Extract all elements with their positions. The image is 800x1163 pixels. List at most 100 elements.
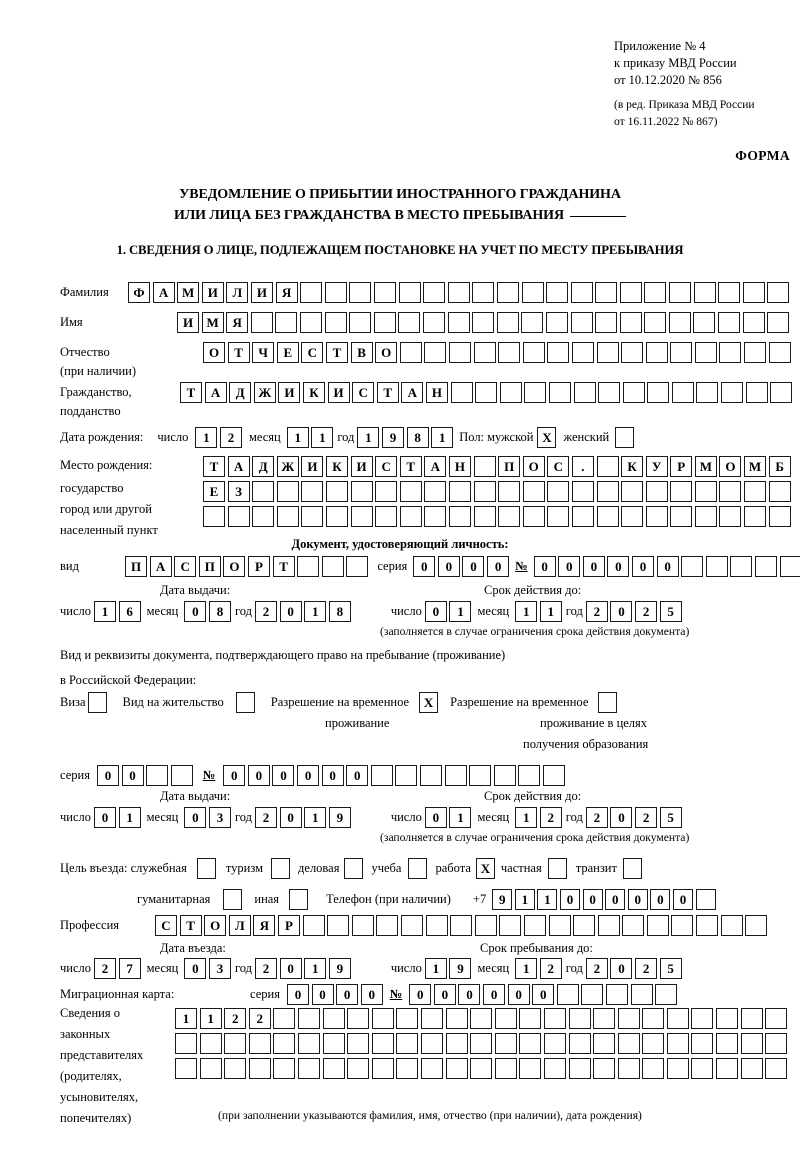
char-cell[interactable]: 1: [94, 601, 117, 622]
char-cell[interactable]: [496, 312, 519, 333]
char-cell[interactable]: 9: [449, 958, 472, 979]
char-cell[interactable]: П: [498, 456, 521, 477]
char-cell[interactable]: [522, 506, 545, 527]
char-cell[interactable]: [324, 282, 347, 303]
char-cell[interactable]: [598, 382, 621, 403]
char-cell[interactable]: [474, 915, 497, 936]
char-cell[interactable]: [694, 342, 717, 363]
char-cell[interactable]: [696, 382, 719, 403]
char-cell[interactable]: [522, 481, 545, 502]
char-cell[interactable]: 0: [272, 765, 295, 786]
char-cell[interactable]: [349, 312, 372, 333]
char-cell[interactable]: [770, 382, 793, 403]
char-cell[interactable]: А: [152, 282, 175, 303]
char-cell[interactable]: [396, 1058, 419, 1079]
char-cell[interactable]: [475, 382, 498, 403]
char-cell[interactable]: 0: [223, 765, 246, 786]
char-cell[interactable]: 1: [199, 1008, 222, 1029]
char-cell[interactable]: [744, 506, 767, 527]
char-cell[interactable]: [370, 765, 393, 786]
char-cell[interactable]: Л: [226, 282, 249, 303]
char-cell[interactable]: 1: [311, 427, 334, 448]
char-cell[interactable]: О: [719, 456, 742, 477]
char-cell[interactable]: [276, 481, 299, 502]
char-cell[interactable]: [619, 282, 642, 303]
char-cell[interactable]: [322, 1058, 345, 1079]
char-cell[interactable]: [668, 312, 691, 333]
char-cell[interactable]: 8: [406, 427, 429, 448]
char-cell[interactable]: [742, 282, 765, 303]
char-cell[interactable]: [644, 312, 667, 333]
char-cell[interactable]: Р: [277, 915, 300, 936]
char-cell[interactable]: [420, 1058, 443, 1079]
char-cell[interactable]: [543, 765, 566, 786]
char-cell[interactable]: [473, 342, 496, 363]
char-cell[interactable]: 0: [247, 765, 270, 786]
char-cell[interactable]: 1: [304, 601, 327, 622]
char-cell[interactable]: [768, 342, 791, 363]
purpose-work-checkbox[interactable]: Х: [475, 858, 495, 879]
char-cell[interactable]: К: [302, 382, 325, 403]
char-cell[interactable]: [398, 282, 421, 303]
purpose-other-checkbox[interactable]: [289, 889, 309, 910]
char-cell[interactable]: [170, 765, 193, 786]
char-cell[interactable]: И: [250, 282, 273, 303]
char-cell[interactable]: [521, 312, 544, 333]
char-cell[interactable]: В: [350, 342, 373, 363]
char-cell[interactable]: [669, 282, 692, 303]
char-cell[interactable]: [398, 312, 421, 333]
char-cell[interactable]: [740, 1033, 763, 1054]
char-cell[interactable]: [375, 506, 398, 527]
char-cell[interactable]: .: [571, 456, 594, 477]
char-cell[interactable]: С: [352, 382, 375, 403]
char-cell[interactable]: [754, 556, 777, 577]
char-cell[interactable]: [617, 1033, 640, 1054]
char-cell[interactable]: Т: [272, 556, 295, 577]
char-cell[interactable]: [448, 342, 471, 363]
char-cell[interactable]: [570, 312, 593, 333]
char-cell[interactable]: [276, 506, 299, 527]
sex-female-checkbox[interactable]: [615, 427, 635, 448]
temp-residence-checkbox[interactable]: Х: [419, 692, 439, 713]
char-cell[interactable]: [400, 915, 423, 936]
char-cell[interactable]: [395, 765, 418, 786]
char-cell[interactable]: 0: [656, 556, 679, 577]
char-cell[interactable]: 8: [208, 601, 231, 622]
char-cell[interactable]: 6: [118, 601, 141, 622]
char-cell[interactable]: О: [203, 342, 225, 363]
char-cell[interactable]: [546, 282, 569, 303]
char-cell[interactable]: [301, 506, 324, 527]
char-cell[interactable]: Д: [229, 382, 252, 403]
char-cell[interactable]: [375, 481, 398, 502]
char-cell[interactable]: Н: [448, 456, 471, 477]
char-cell[interactable]: [347, 1058, 370, 1079]
char-cell[interactable]: Н: [425, 382, 448, 403]
char-cell[interactable]: 1: [286, 427, 309, 448]
char-cell[interactable]: [670, 342, 693, 363]
char-cell[interactable]: Б: [768, 456, 791, 477]
char-cell[interactable]: [524, 382, 547, 403]
char-cell[interactable]: [547, 342, 570, 363]
char-cell[interactable]: 2: [255, 958, 278, 979]
char-cell[interactable]: 0: [507, 984, 530, 1005]
char-cell[interactable]: 0: [409, 984, 432, 1005]
char-cell[interactable]: 2: [255, 601, 278, 622]
char-cell[interactable]: [716, 1058, 739, 1079]
char-cell[interactable]: С: [547, 456, 570, 477]
char-cell[interactable]: [297, 1008, 320, 1029]
char-cell[interactable]: [718, 312, 741, 333]
char-cell[interactable]: 9: [492, 889, 513, 910]
char-cell[interactable]: [324, 312, 347, 333]
